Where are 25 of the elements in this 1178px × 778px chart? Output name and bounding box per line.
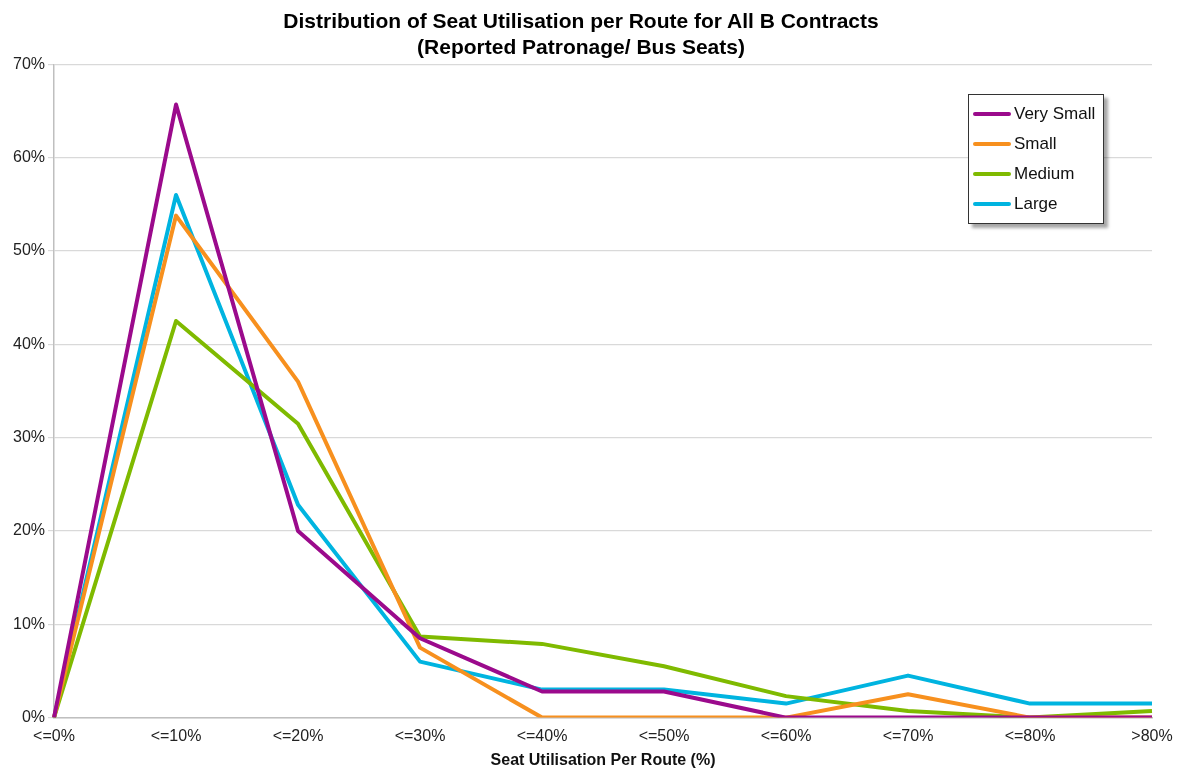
x-tick-label: <=60% (760, 726, 812, 744)
y-tick-label: 70% (12, 54, 46, 72)
x-tick-label: <=20% (272, 726, 324, 744)
legend-label: Very Small (1014, 104, 1096, 125)
legend-label: Small (1014, 134, 1057, 155)
x-tick-label: <=40% (516, 726, 568, 744)
x-tick-label: <=50% (638, 726, 690, 744)
text: (Reported Patronage/ Bus Seats) (417, 34, 745, 58)
y-tick-label: 20% (12, 521, 46, 539)
text: Distribution of Seat Utilisation per Route for All B Contracts (283, 9, 879, 33)
x-tick-label: <=80% (1004, 726, 1056, 744)
x-tick-label: <=30% (394, 726, 446, 744)
x-tick-label: <=70% (882, 726, 934, 744)
x-tick-label: <=0% (33, 726, 75, 744)
legend-label: Large (1014, 194, 1058, 215)
y-tick-label: 10% (12, 614, 46, 632)
y-tick-label: 30% (12, 428, 46, 446)
y-tick-label: 0% (21, 708, 46, 726)
y-tick-label: 40% (12, 334, 46, 352)
x-axis-title: Seat Utilisation Per Route (%) (490, 750, 716, 768)
x-tick-label: <=10% (150, 726, 202, 744)
legend-label: Medium (1014, 164, 1075, 185)
y-tick-label: 50% (12, 241, 46, 259)
x-tick-label: >80% (1131, 726, 1173, 744)
y-tick-label: 60% (12, 148, 46, 166)
